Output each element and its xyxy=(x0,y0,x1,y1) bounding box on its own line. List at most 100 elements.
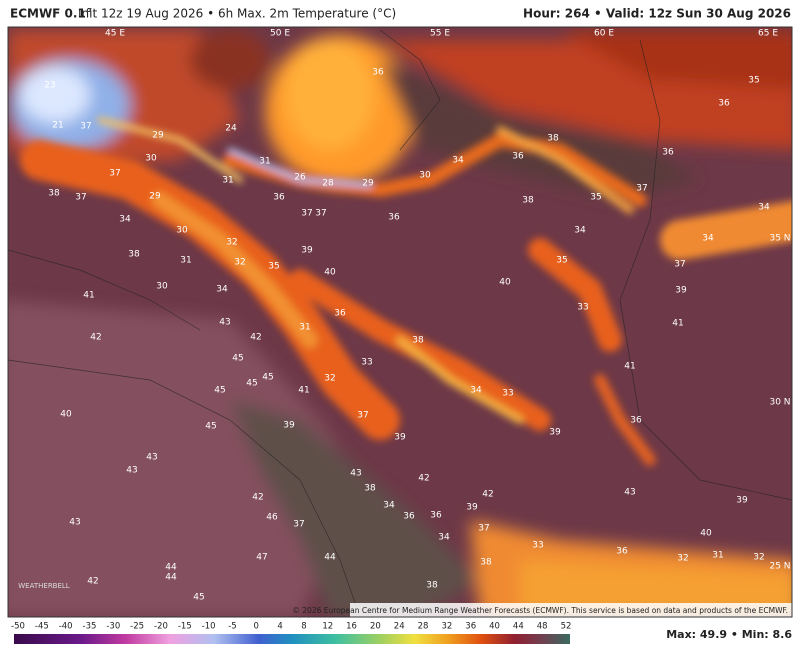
colorbar-tick-label: 24 xyxy=(394,622,405,632)
colorbar-tick-label: 28 xyxy=(418,622,429,632)
map-frame xyxy=(7,26,793,618)
colorbar-tick-label: 40 xyxy=(489,622,500,632)
valid-time: Hour: 264 • Valid: 12z Sun 30 Aug 2026 xyxy=(523,7,791,21)
temperature-label: 35 xyxy=(556,256,567,266)
temperature-label: 30 xyxy=(145,154,157,164)
temperature-label: 42 xyxy=(87,577,98,587)
temperature-label: 36 xyxy=(718,99,730,109)
temperature-label: 34 xyxy=(702,234,714,244)
colorbar-tick-label: -10 xyxy=(202,622,216,632)
copyright: © 2026 European Centre for Medium Range … xyxy=(292,606,788,615)
temperature-label: 24 xyxy=(225,124,237,134)
temperature-label: 34 xyxy=(438,533,450,543)
temperature-label: 39 xyxy=(283,421,295,431)
temperature-label: 40 xyxy=(60,410,72,420)
temperature-label: 28 xyxy=(322,179,334,189)
temperature-label: 39 xyxy=(549,428,561,438)
temperature-label: 42 xyxy=(90,333,101,343)
grid-label: 35 N xyxy=(769,234,790,244)
temperature-label: 45 xyxy=(214,386,225,396)
colorbar-tick-label: 48 xyxy=(537,622,548,632)
temperature-label: 44 xyxy=(165,573,177,583)
temperature-label: 39 xyxy=(675,286,687,296)
temperature-label: 45 xyxy=(246,379,257,389)
temperature-label: 37 xyxy=(315,209,326,219)
temperature-label: 29 xyxy=(362,179,374,189)
temperature-label: 37 xyxy=(357,411,368,421)
temperature-label: 39 xyxy=(466,503,478,513)
temperature-label: 45 xyxy=(193,593,204,603)
colorbar-tick-label: -25 xyxy=(130,622,144,632)
temperature-label: 36 xyxy=(430,511,442,521)
temperature-label: 32 xyxy=(324,374,335,384)
temperature-label: 34 xyxy=(470,386,482,396)
temperature-label: 31 xyxy=(222,176,233,186)
grid-label: 25 N xyxy=(769,562,790,572)
temperature-label: 35 xyxy=(748,76,759,86)
temperature-label: 36 xyxy=(273,193,285,203)
temperature-label: 43 xyxy=(624,488,635,498)
temperature-label: 34 xyxy=(119,215,131,225)
colorbar-tick-label: -15 xyxy=(178,622,192,632)
temperature-label: 38 xyxy=(547,134,559,144)
temperature-label: 45 xyxy=(262,373,273,383)
colorbar-tick-label: 36 xyxy=(465,622,476,632)
temperature-label: 36 xyxy=(403,512,415,522)
temperature-label: 33 xyxy=(361,358,372,368)
temperature-label: 43 xyxy=(219,318,230,328)
grid-label: 60 E xyxy=(594,29,614,39)
temperature-label: 43 xyxy=(69,518,80,528)
colorbar-tick-label: 52 xyxy=(561,622,572,632)
temperature-label: 38 xyxy=(522,196,534,206)
temperature-label: 32 xyxy=(226,238,237,248)
temperature-label: 29 xyxy=(149,192,161,202)
temperature-label: 32 xyxy=(677,554,688,564)
temperature-label: 37 xyxy=(293,520,304,530)
colorbar-tick-label: -20 xyxy=(154,622,168,632)
temperature-label: 35 xyxy=(268,262,279,272)
temperature-label: 33 xyxy=(532,541,543,551)
grid-label: 55 E xyxy=(430,29,450,39)
colorbar-tick-label: -30 xyxy=(106,622,120,632)
temperature-label: 43 xyxy=(126,466,137,476)
temperature-label: 41 xyxy=(672,319,683,329)
colorbar-tick-label: 44 xyxy=(513,622,524,632)
colorbar-tick-label: -5 xyxy=(228,622,236,632)
temperature-label: 33 xyxy=(502,389,513,399)
colorbar-tick-label: -40 xyxy=(59,622,73,632)
temperature-label: 34 xyxy=(574,226,586,236)
temperature-label: 38 xyxy=(480,558,492,568)
temperature-label: 34 xyxy=(758,203,770,213)
temperature-label: 23 xyxy=(44,81,55,91)
temperature-label: 34 xyxy=(383,501,395,511)
temperature-label: 42 xyxy=(418,474,429,484)
map-description: Init 12z 19 Aug 2026 • 6h Max. 2m Temper… xyxy=(78,7,396,21)
temperature-label: 47 xyxy=(256,553,267,563)
temperature-label: 40 xyxy=(324,268,336,278)
temperature-label: 37 xyxy=(674,260,685,270)
temperature-label: 35 xyxy=(590,193,601,203)
colorbar-tick-label: 4 xyxy=(277,622,282,632)
temperature-label: 37 xyxy=(75,193,86,203)
temperature-label: 38 xyxy=(128,250,140,260)
map xyxy=(8,27,792,617)
temperature-label: 21 xyxy=(52,121,63,131)
temperature-label: 36 xyxy=(512,152,524,162)
grid-label: 45 E xyxy=(105,29,125,39)
grid-label: 30 N xyxy=(769,398,790,408)
temperature-label: 26 xyxy=(294,173,306,183)
temperature-label: 38 xyxy=(426,581,438,591)
temperature-label: 44 xyxy=(165,563,177,573)
temperature-label: 38 xyxy=(364,484,376,494)
colorbar-tick-label: -45 xyxy=(35,622,49,632)
colorbar-tick-label: 0 xyxy=(254,622,259,632)
temperature-label: 29 xyxy=(152,131,164,141)
model-name: ECMWF 0.1° xyxy=(10,7,92,21)
grid-label: 50 E xyxy=(270,29,290,39)
temperature-label: 33 xyxy=(577,303,588,313)
temperature-label: 36 xyxy=(630,416,642,426)
temperature-label: 36 xyxy=(334,309,346,319)
temperature-label: 31 xyxy=(180,256,191,266)
temperature-label: 42 xyxy=(252,493,263,503)
